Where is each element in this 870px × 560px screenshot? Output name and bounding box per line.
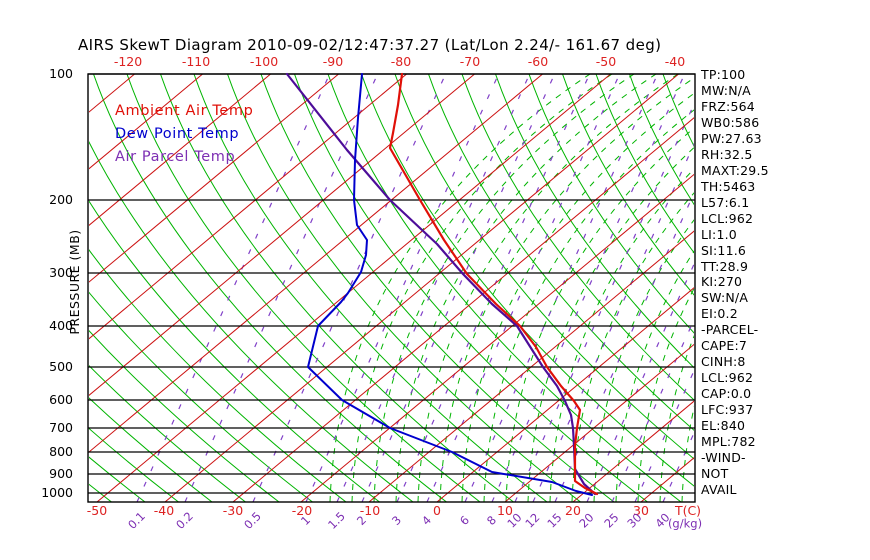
pressure-tick: 700 <box>49 419 73 435</box>
stat-line: TP:100 <box>701 66 746 82</box>
page-title: AIRS SkewT Diagram 2010-09-02/12:47:37.2… <box>78 36 662 54</box>
stat-line: LCL:962 <box>701 369 754 385</box>
stat-line: -PARCEL- <box>701 322 759 338</box>
stat-line: CAPE:7 <box>701 338 748 354</box>
bottom-temp-tick: -40 <box>153 503 175 518</box>
stat-line: L57:6.1 <box>701 194 750 210</box>
top-temp-tick: -60 <box>527 54 549 69</box>
bottom-temp-tick: -20 <box>291 503 313 518</box>
stat-line: SW:N/A <box>701 290 749 306</box>
pressure-tick: 600 <box>49 391 73 407</box>
pressure-tick: 1000 <box>41 484 73 500</box>
stat-line: AVAIL <box>701 481 737 497</box>
stat-line: KI:270 <box>701 274 743 290</box>
stat-line: CINH:8 <box>701 354 746 370</box>
stat-line: SI:11.6 <box>701 242 747 258</box>
legend-air-parcel-temp: Air Parcel Temp <box>115 149 236 165</box>
stat-line: LFC:937 <box>701 401 754 417</box>
stat-line: LI:1.0 <box>701 226 737 242</box>
mixing-ratio-unit: (g/kg) <box>667 516 703 531</box>
stat-line: NOT <box>701 465 729 481</box>
stat-line: MPL:782 <box>701 433 756 449</box>
stat-line: EL:840 <box>701 417 746 433</box>
stat-line: TH:5463 <box>701 178 756 194</box>
stat-line: MW:N/A <box>701 82 751 98</box>
curve-air-parcel-temp <box>285 72 597 496</box>
stat-line: -WIND- <box>701 449 746 465</box>
pressure-tick: 400 <box>49 317 73 333</box>
stat-line: PW:27.63 <box>701 130 762 146</box>
bottom-temp-tick: -30 <box>222 503 244 518</box>
bottom-temp-tick: -10 <box>359 503 381 518</box>
curve-dew-point-temp <box>307 73 593 496</box>
pressure-tick: 800 <box>49 443 73 459</box>
stat-line: WB0:586 <box>701 114 760 130</box>
top-temp-tick: -80 <box>390 54 412 69</box>
bottom-temp-unit: T(C) <box>674 503 702 518</box>
pressure-tick: 300 <box>49 264 73 280</box>
bottom-temp-tick: 10 <box>497 503 513 518</box>
stat-line: MAXT:29.5 <box>701 162 769 178</box>
stat-line: FRZ:564 <box>701 98 755 114</box>
stat-line: EI:0.2 <box>701 306 738 322</box>
pressure-tick: 200 <box>49 191 73 207</box>
bottom-temp-tick: 30 <box>633 503 649 518</box>
legend-dew-point-temp: Dew Point Temp <box>115 126 240 142</box>
top-temp-tick: -120 <box>113 54 143 69</box>
stat-line: TT:28.9 <box>701 258 749 274</box>
top-temp-tick: -40 <box>664 54 686 69</box>
top-temp-tick: -110 <box>181 54 211 69</box>
stat-line: LCL:962 <box>701 210 754 226</box>
legend-ambient-air-temp: Ambient Air Temp <box>115 103 254 119</box>
top-temp-tick: -90 <box>322 54 344 69</box>
bottom-temp-tick: 0 <box>433 503 441 518</box>
top-temp-tick: -100 <box>249 54 279 69</box>
pressure-tick: 500 <box>49 358 73 374</box>
stat-line: CAP:0.0 <box>701 385 752 401</box>
bottom-temp-tick: 20 <box>565 503 581 518</box>
curve-ambient-air-temp <box>388 72 599 496</box>
bottom-temp-tick: -50 <box>86 503 108 518</box>
top-temp-tick: -70 <box>459 54 481 69</box>
stat-line: RH:32.5 <box>701 146 753 162</box>
pressure-tick: 100 <box>49 65 73 81</box>
top-temp-tick: -50 <box>595 54 617 69</box>
pressure-tick: 900 <box>49 465 73 481</box>
